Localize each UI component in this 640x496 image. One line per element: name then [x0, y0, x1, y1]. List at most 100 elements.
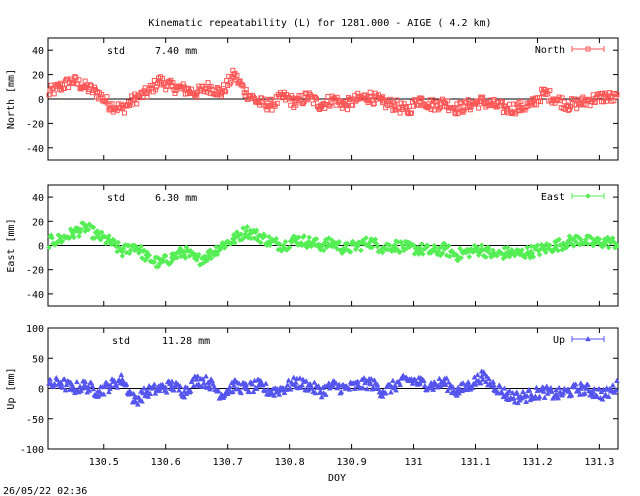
data-point: [289, 93, 295, 99]
data-point: [111, 377, 118, 383]
data-point: [118, 371, 125, 378]
data-point: [218, 391, 225, 397]
data-point: [249, 381, 256, 387]
data-point: [144, 254, 150, 261]
data-point: [102, 98, 108, 104]
data-point: [311, 379, 318, 385]
y-tick-label: 0: [38, 385, 44, 396]
data-point: [269, 107, 275, 113]
data-point: [474, 371, 481, 378]
data-point: [474, 98, 480, 104]
data-point: [451, 105, 457, 111]
data-point: [336, 238, 343, 245]
data-point: [305, 382, 312, 388]
data-point: [528, 391, 535, 397]
data-point: [578, 100, 584, 106]
data-point: [590, 388, 597, 394]
data-point: [565, 388, 572, 394]
data-point: [397, 249, 403, 255]
data-point: [234, 72, 240, 78]
data-point: [292, 379, 299, 385]
std-label: std: [112, 336, 130, 347]
data-point: [132, 96, 138, 102]
data-point: [364, 385, 371, 392]
data-point: [462, 98, 468, 104]
x-tick-label: 130.6: [151, 457, 181, 468]
data-point: [540, 388, 547, 394]
data-point: [444, 387, 451, 393]
data-point: [354, 242, 361, 249]
data-point: [596, 386, 603, 392]
legend-marker: [585, 335, 591, 342]
data-point: [401, 247, 408, 254]
data-point: [507, 101, 513, 107]
x-tick-label: 131.1: [460, 457, 490, 468]
data-point: [482, 254, 489, 260]
data-point: [206, 252, 212, 259]
data-point: [206, 379, 213, 385]
data-point: [472, 381, 479, 387]
data-point: [243, 385, 250, 391]
x-tick-label: 130.7: [213, 457, 243, 468]
data-point: [358, 247, 364, 254]
data-point: [57, 84, 63, 90]
data-point: [274, 100, 280, 106]
data-point: [520, 388, 526, 394]
data-point: [565, 102, 571, 108]
panel-north: -40 -20 0 20 40 North [mm] std 7.40 mm North: [6, 37, 620, 161]
data-point: [206, 84, 212, 90]
data-point: [268, 96, 274, 102]
data-point: [303, 378, 310, 384]
data-point: [317, 388, 324, 394]
data-point: [119, 253, 126, 259]
data-point: [152, 390, 159, 396]
data-point: [203, 373, 209, 379]
data-point: [169, 84, 175, 90]
data-point: [330, 240, 336, 246]
data-point: [503, 249, 510, 256]
data-point: [144, 388, 151, 394]
data-point: [123, 381, 130, 387]
data-point: [293, 100, 299, 106]
y-tick-label: -20: [26, 266, 44, 277]
data-point: [268, 388, 274, 394]
data-point: [145, 393, 152, 399]
data-point: [602, 239, 609, 245]
data-point: [325, 380, 332, 386]
data-point: [100, 391, 107, 397]
data-point: [243, 90, 249, 96]
data-point: [181, 394, 188, 400]
data-point: [218, 90, 224, 96]
data-point: [163, 87, 169, 93]
data-point: [76, 233, 82, 240]
data-point: [229, 388, 236, 394]
data-point: [268, 239, 274, 245]
data-point: [454, 252, 460, 259]
data-point: [368, 375, 375, 382]
data-point: [367, 379, 374, 385]
data-point: [499, 390, 506, 396]
data-point: [409, 380, 416, 386]
data-point: [292, 236, 299, 243]
data-point: [256, 100, 262, 106]
data-point: [193, 376, 200, 382]
data-point: [215, 387, 222, 393]
data-point: [368, 94, 374, 100]
data-point: [455, 111, 461, 117]
data-point: [94, 388, 101, 394]
data-point: [169, 254, 175, 261]
data-point: [588, 234, 595, 241]
data-point: [250, 94, 256, 100]
std-value: 11.28 mm: [162, 336, 210, 347]
data-point: [582, 390, 588, 396]
data-point: [478, 373, 485, 379]
data-point: [360, 384, 366, 391]
data-point: [466, 248, 473, 255]
data-point: [466, 382, 473, 388]
data-point: [392, 102, 398, 108]
data-point: [555, 395, 562, 401]
data-point: [119, 376, 126, 382]
data-point: [516, 105, 522, 111]
data-point: [394, 97, 400, 103]
data-point: [82, 382, 89, 388]
